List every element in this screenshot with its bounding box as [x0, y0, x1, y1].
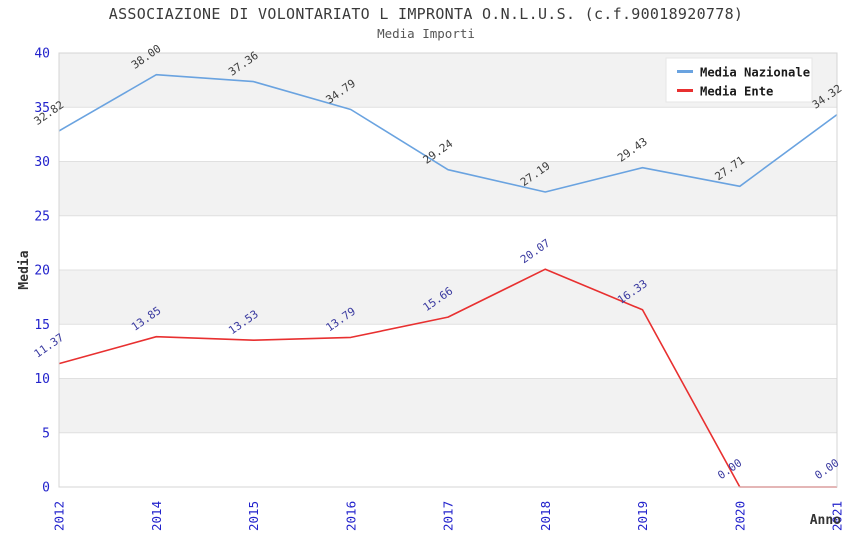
y-tick-label: 10: [34, 372, 50, 387]
plot-band: [59, 324, 837, 379]
x-tick-label: 2014: [149, 501, 164, 531]
plot-background-bands: [59, 53, 837, 487]
y-tick-label: 15: [34, 318, 50, 333]
y-tick-label: 30: [34, 155, 50, 170]
chart-subtitle: Media Importi: [377, 26, 475, 41]
y-tick-label: 0: [42, 481, 50, 496]
x-tick-label: 2021: [830, 501, 845, 531]
legend-label-media-nazionale: Media Nazionale: [700, 66, 810, 80]
plot-band: [59, 215, 837, 270]
plot-band: [59, 107, 837, 162]
y-tick-label: 35: [34, 101, 50, 116]
plot-band: [59, 270, 837, 325]
y-tick-label: 40: [34, 47, 50, 62]
horizontal-gridlines: [59, 106, 837, 434]
plot-band: [59, 432, 837, 487]
series-line-media-ente: [58, 268, 837, 488]
y-axis-tick-labels: 0 5 10 15 20 25 30 35 40: [34, 47, 50, 496]
x-tick-label: 2019: [635, 501, 650, 531]
x-axis-title: Anno: [810, 513, 841, 528]
legend: Media Nazionale Media Ente: [665, 57, 813, 103]
legend-label-media-ente: Media Ente: [700, 85, 773, 99]
plot-band: [59, 161, 837, 216]
chart-title: ASSOCIAZIONE DI VOLONTARIATO L IMPRONTA …: [109, 5, 744, 23]
x-axis-tick-labels: 2012 2014 2015 2016 2017 2018 2019 2020 2021: [52, 501, 845, 531]
x-tick-label: 2017: [441, 501, 456, 531]
series-lines: [58, 73, 838, 488]
plot-band: [59, 378, 837, 433]
y-axis-title: Media: [17, 250, 32, 289]
y-tick-label: 5: [42, 426, 50, 441]
y-tick-label: 20: [34, 264, 50, 279]
y-tick-label: 25: [34, 209, 50, 224]
x-tick-label: 2018: [538, 501, 553, 531]
x-tick-label: 2012: [52, 501, 67, 531]
x-tick-label: 2016: [343, 501, 358, 531]
x-tick-label: 2015: [246, 501, 261, 531]
series-line-media-nazionale: [58, 73, 838, 193]
x-tick-label: 2020: [732, 501, 747, 531]
legend-box: [665, 57, 813, 103]
plot-frame: [58, 52, 838, 488]
